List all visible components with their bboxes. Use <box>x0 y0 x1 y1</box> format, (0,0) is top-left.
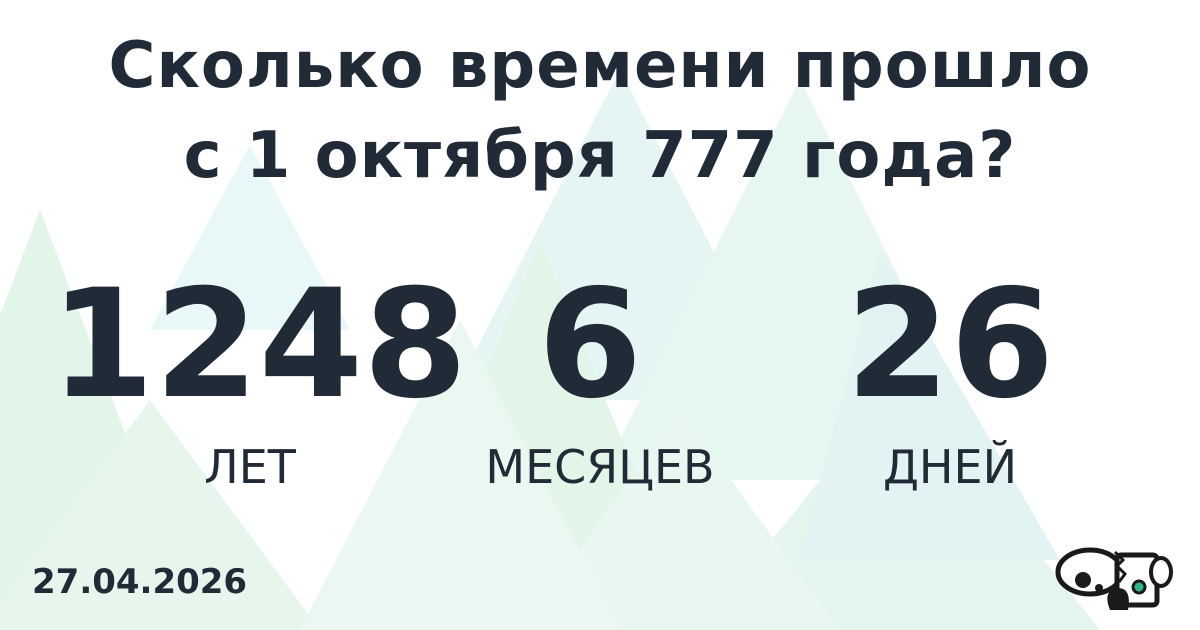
years-value: 1248 <box>50 258 468 432</box>
current-date: 27.04.2026 <box>32 562 248 602</box>
months-label: МЕСЯЦЕВ <box>485 440 715 494</box>
days-label: ДНЕЙ <box>882 440 1017 494</box>
months-value: 6 <box>537 258 643 432</box>
days-value: 26 <box>845 258 1055 432</box>
koala-robot-logo-icon <box>1055 547 1173 610</box>
page-title-line-1: Сколько времени прошло <box>108 29 1092 103</box>
years-label: ЛЕТ <box>204 440 296 494</box>
page-title-line-2: с 1 октября 777 года? <box>183 119 1017 193</box>
